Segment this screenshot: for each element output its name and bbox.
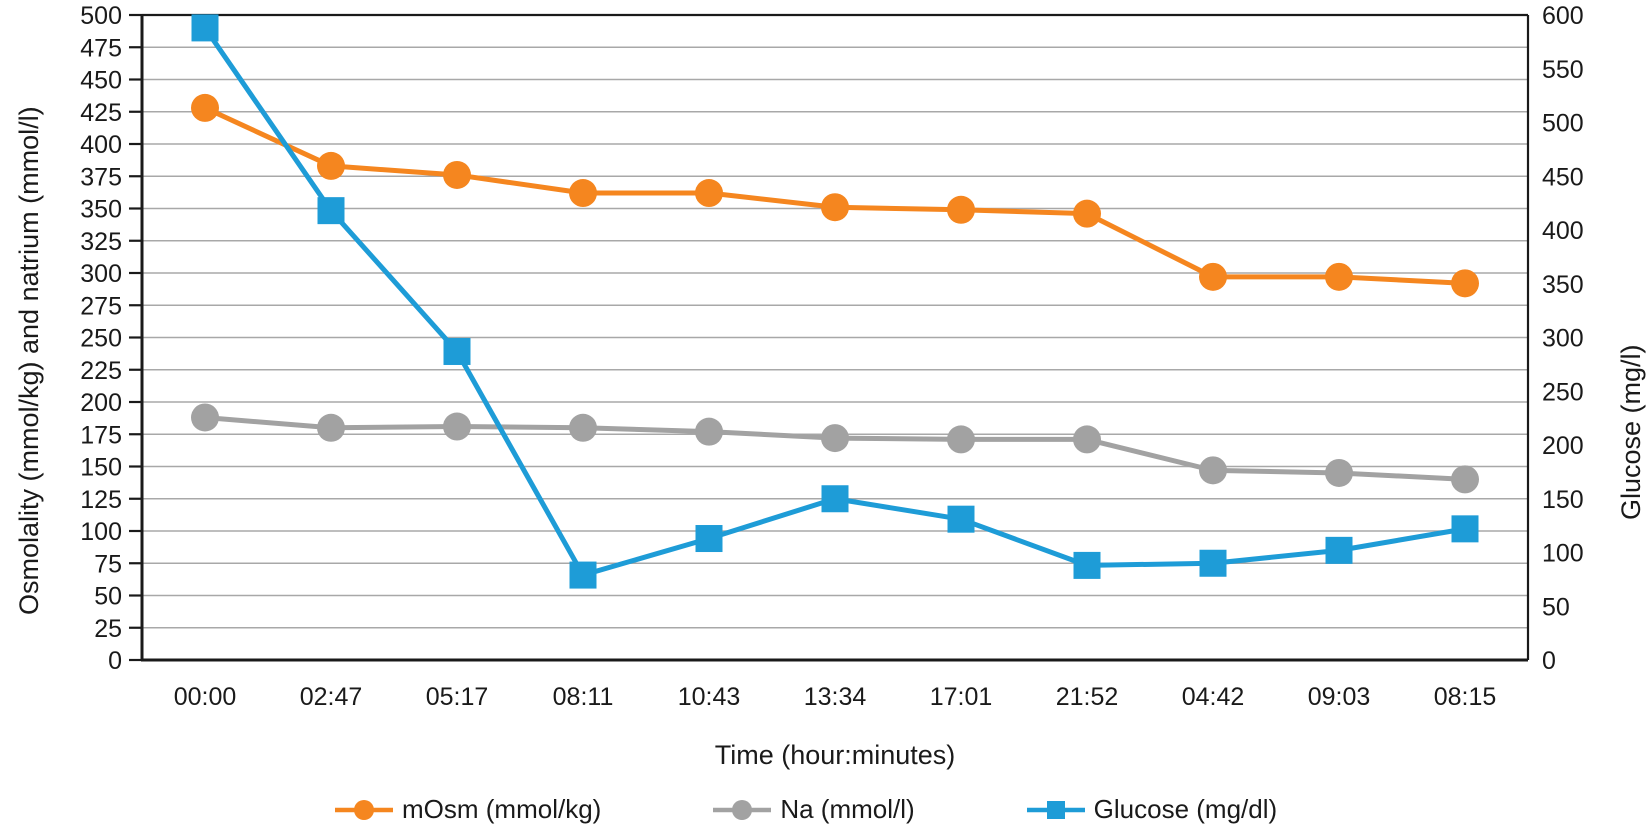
data-point-mOsm (mmol/kg) (947, 195, 975, 224)
y-axis-tick-label: 150 (80, 454, 122, 482)
y-axis-tick-label: 225 (80, 357, 122, 385)
y-axis-tick-label: 0 (108, 647, 122, 675)
data-point-Glucose (mg/dl) (1199, 549, 1227, 577)
data-point-Na (mmol/l) (569, 413, 597, 442)
data-point-mOsm (mmol/kg) (1073, 199, 1101, 228)
y-axis-tick-label: 400 (80, 131, 122, 159)
legend-item-na: Na (mmol/l) (713, 794, 915, 825)
data-point-Glucose (mg/dl) (317, 197, 345, 225)
x-axis-tick-label: 09:03 (1308, 683, 1371, 711)
right-axis-tick-label: 600 (1542, 2, 1584, 30)
data-point-mOsm (mmol/kg) (695, 179, 723, 208)
data-point-mOsm (mmol/kg) (191, 93, 219, 122)
data-point-Glucose (mg/dl) (191, 14, 219, 42)
y-axis-tick-label: 75 (94, 550, 122, 578)
y-axis-tick-label: 25 (94, 615, 122, 643)
right-axis-tick-label: 500 (1542, 110, 1584, 138)
right-axis-tick-label: 0 (1542, 647, 1556, 675)
data-point-Na (mmol/l) (695, 417, 723, 446)
x-axis-title: Time (hour:minutes) (714, 740, 956, 770)
y-axis-tick-label: 250 (80, 325, 122, 353)
y-axis-tick-label: 425 (80, 99, 122, 127)
legend-label-na: Na (mmol/l) (780, 794, 915, 824)
right-axis-tick-label: 350 (1542, 271, 1584, 299)
data-point-mOsm (mmol/kg) (1199, 262, 1227, 291)
data-point-Na (mmol/l) (1199, 456, 1227, 485)
data-point-Glucose (mg/dl) (1325, 536, 1353, 564)
data-point-Na (mmol/l) (1073, 425, 1101, 454)
right-axis-tick-label: 250 (1542, 378, 1584, 406)
x-axis-tick-label: 00:00 (174, 683, 237, 711)
data-point-Glucose (mg/dl) (695, 525, 723, 553)
data-point-Na (mmol/l) (317, 413, 345, 442)
data-point-Na (mmol/l) (821, 424, 849, 453)
data-point-Na (mmol/l) (1325, 458, 1353, 487)
data-point-mOsm (mmol/kg) (317, 151, 345, 180)
x-axis-tick-label: 17:01 (930, 683, 993, 711)
legend: mOsm (mmol/kg) Na (mmol/l) Glucose (mg/d… (335, 794, 1277, 825)
data-point-Na (mmol/l) (443, 412, 471, 441)
x-axis-tick-label: 04:42 (1182, 683, 1245, 711)
right-axis-tick-label: 50 (1542, 593, 1570, 621)
data-point-mOsm (mmol/kg) (569, 179, 597, 208)
y-axis-tick-label: 500 (80, 2, 122, 30)
data-point-Glucose (mg/dl) (1451, 515, 1479, 543)
right-axis-tick-label: 300 (1542, 325, 1584, 353)
y-axis-tick-label: 375 (80, 163, 122, 191)
legend-item-glucose: Glucose (mg/dl) (1026, 794, 1278, 825)
x-axis-tick-label: 02:47 (300, 683, 363, 711)
x-axis-tick-label: 10:43 (678, 683, 741, 711)
legend-marker-circle-orange (335, 799, 393, 820)
legend-item-mosm: mOsm (mmol/kg) (335, 794, 601, 825)
y-axis-tick-label: 300 (80, 260, 122, 288)
data-point-Glucose (mg/dl) (947, 505, 975, 533)
right-axis-tick-label: 450 (1542, 163, 1584, 191)
right-axis-tick-label: 100 (1542, 540, 1584, 568)
x-axis-tick-label: 08:15 (1434, 683, 1497, 711)
right-axis-tick-label: 200 (1542, 432, 1584, 460)
legend-marker-circle-gray (713, 799, 772, 820)
data-point-mOsm (mmol/kg) (443, 160, 471, 189)
legend-label-glucose: Glucose (mg/dl) (1093, 794, 1278, 824)
x-axis-tick-label: 13:34 (804, 683, 867, 711)
data-point-Glucose (mg/dl) (443, 337, 471, 365)
right-axis-tick-label: 400 (1542, 217, 1584, 245)
left-axis-title: Osmolality (mmol/kg) and natrium (mmol/l… (14, 106, 44, 615)
y-axis-tick-label: 200 (80, 389, 122, 417)
y-axis-tick-label: 175 (80, 421, 122, 449)
y-axis-tick-label: 450 (80, 67, 122, 95)
x-axis-tick-label: 08:11 (553, 683, 614, 711)
y-axis-tick-label: 350 (80, 196, 122, 224)
data-point-Glucose (mg/dl) (569, 561, 597, 589)
data-point-mOsm (mmol/kg) (821, 193, 849, 222)
data-point-mOsm (mmol/kg) (1451, 269, 1479, 298)
x-axis-tick-label: 21:52 (1056, 683, 1119, 711)
data-point-mOsm (mmol/kg) (1325, 262, 1353, 291)
data-point-Glucose (mg/dl) (821, 485, 849, 513)
data-point-Glucose (mg/dl) (1073, 551, 1101, 579)
y-axis-tick-label: 50 (94, 583, 122, 611)
data-point-Na (mmol/l) (191, 403, 219, 432)
y-axis-tick-label: 100 (80, 518, 122, 546)
right-axis-tick-label: 550 (1542, 56, 1584, 84)
right-axis-tick-label: 150 (1542, 486, 1584, 514)
right-axis-title: Glucose (mg/l) (1616, 344, 1646, 520)
y-axis-tick-label: 275 (80, 292, 122, 320)
data-point-Na (mmol/l) (947, 425, 975, 454)
x-axis-tick-label: 05:17 (426, 683, 489, 711)
data-point-Na (mmol/l) (1451, 465, 1479, 494)
legend-label-mosm: mOsm (mmol/kg) (402, 794, 602, 824)
y-axis-tick-label: 325 (80, 228, 122, 256)
y-axis-tick-label: 475 (80, 34, 122, 62)
legend-marker-square-blue (1026, 800, 1085, 819)
y-axis-tick-label: 125 (80, 486, 122, 514)
